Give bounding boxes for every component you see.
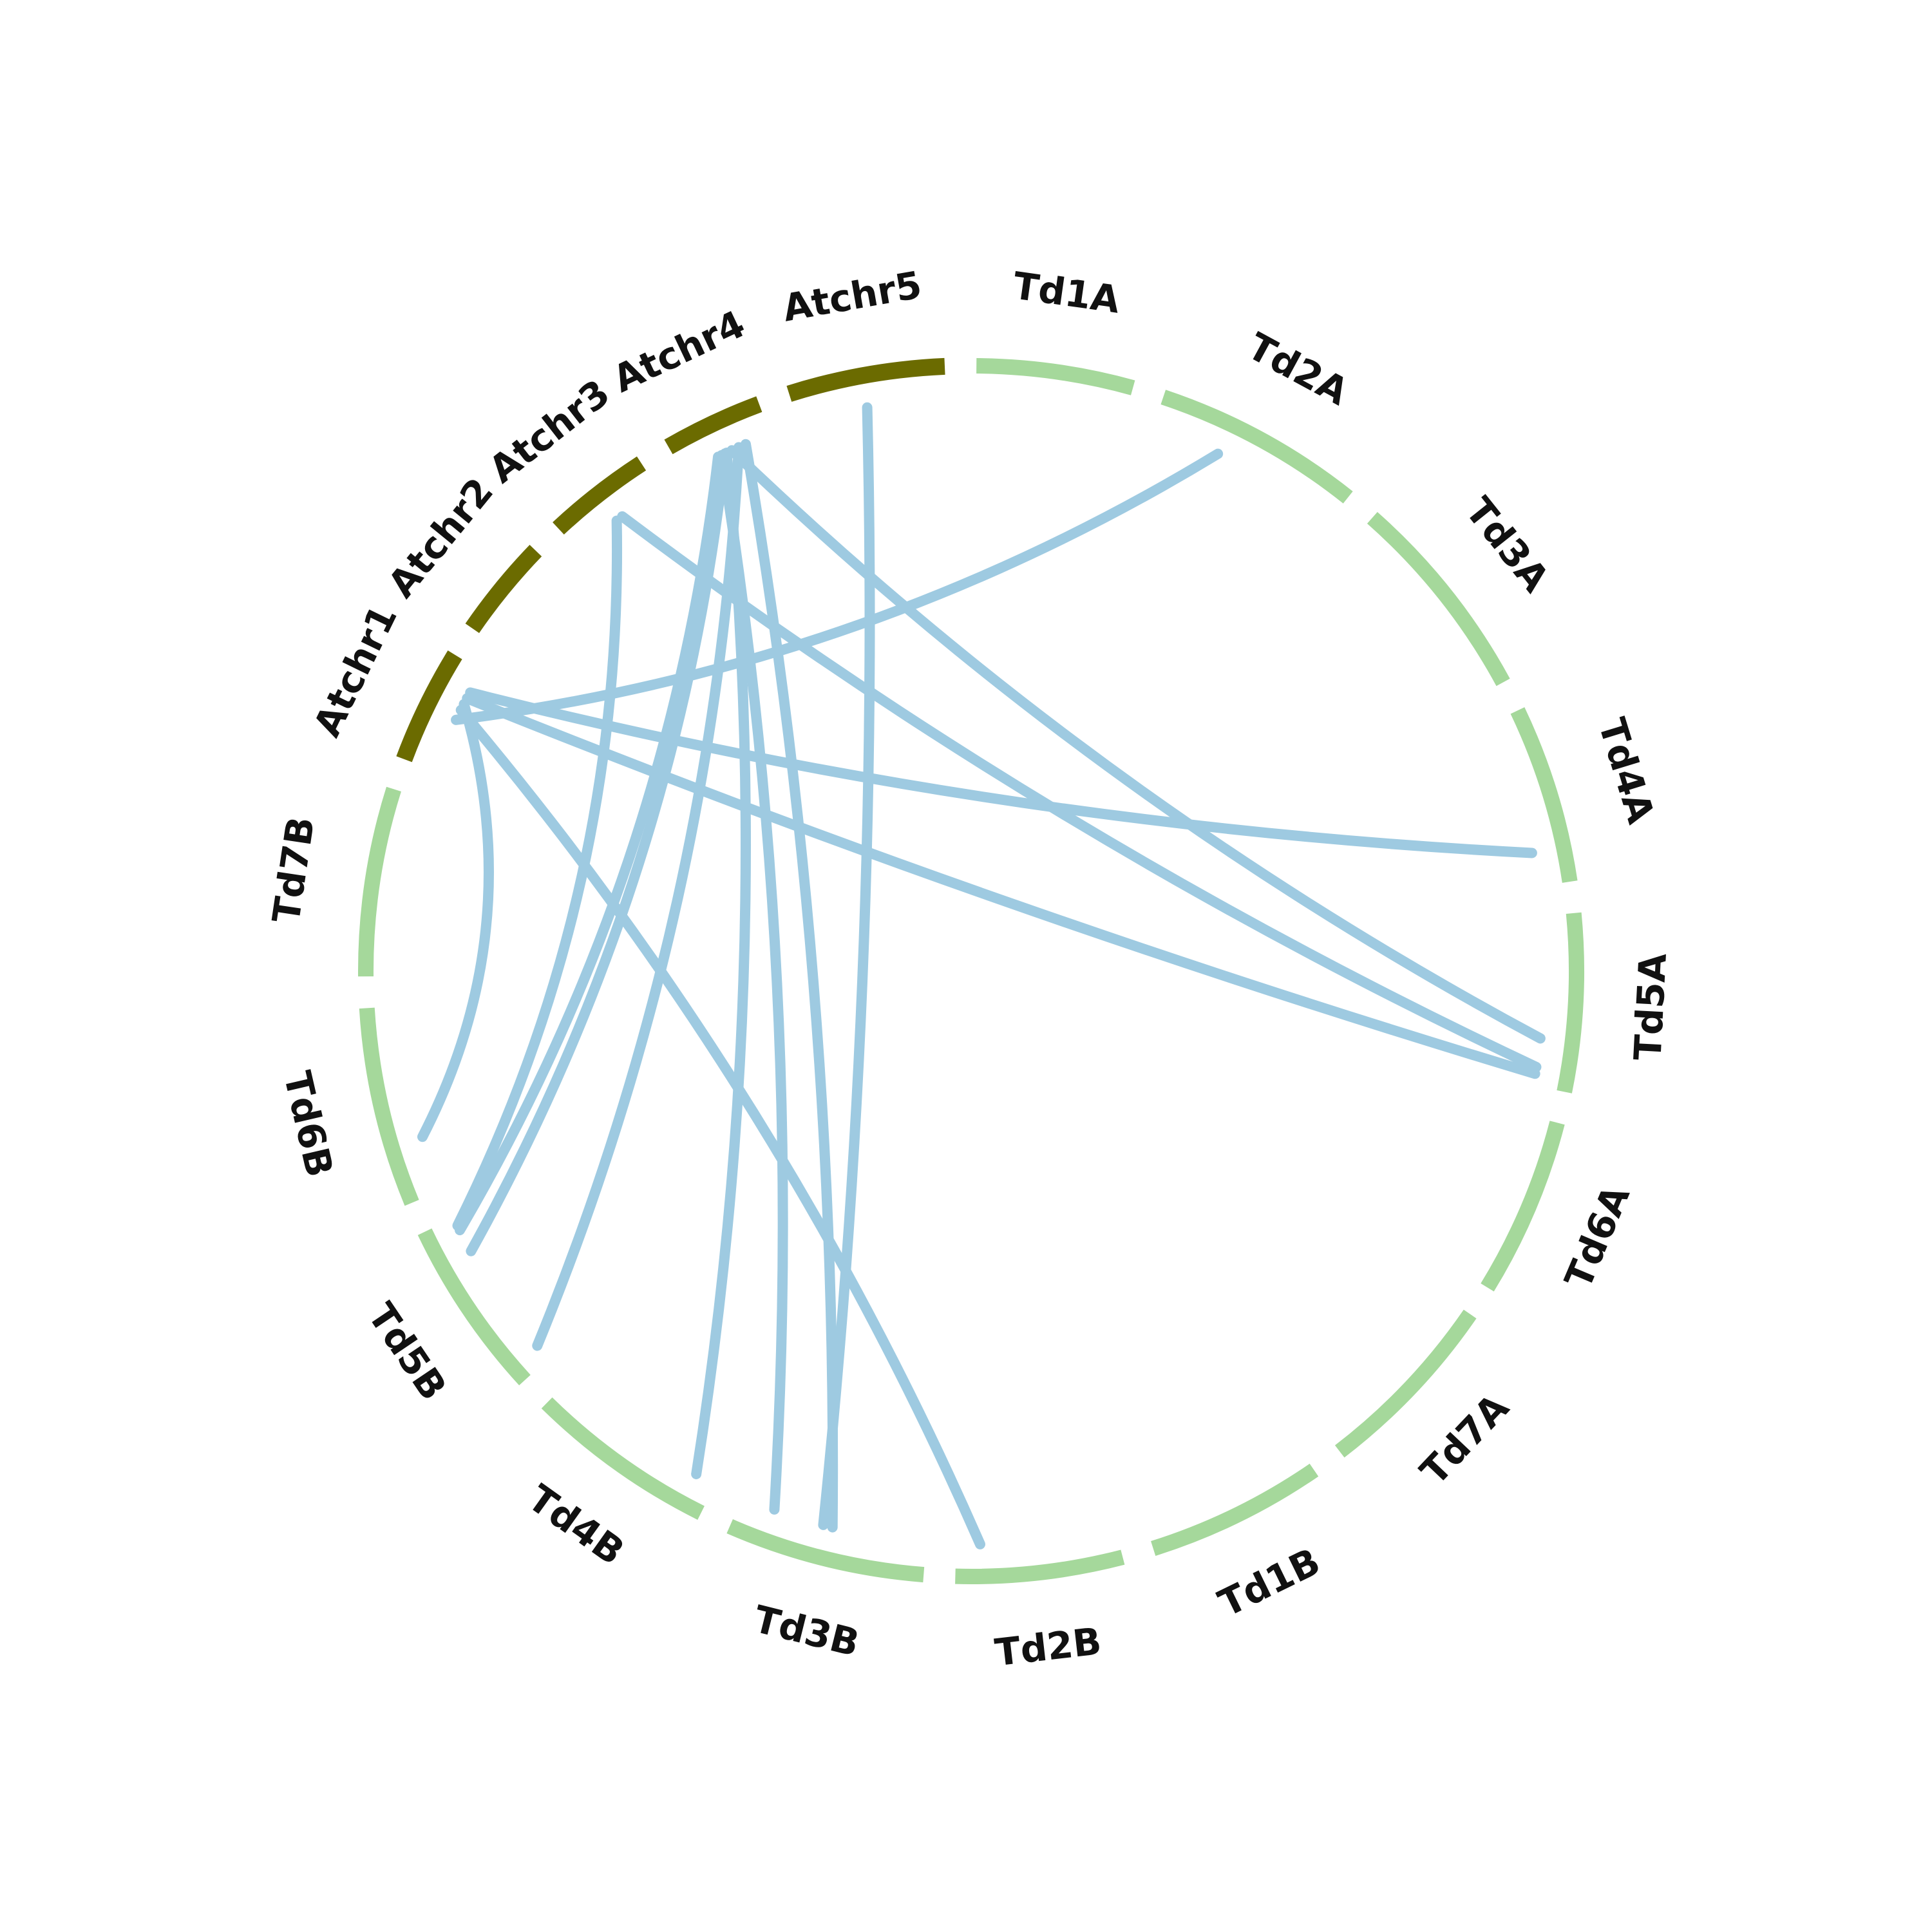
chromosome-arc-Td1B: [1151, 1463, 1319, 1556]
synteny-link: [451, 448, 1224, 725]
synteny-links: [417, 402, 1546, 1549]
chromosome-arc-Td3B: [726, 1519, 925, 1583]
chromosome-arc-Td5A: [1557, 912, 1584, 1094]
chromosome-arc-Atchr1: [396, 650, 462, 762]
chromosome-arc-Td7A: [1334, 1309, 1477, 1458]
synteny-link: [617, 511, 1542, 1072]
chromosome-arc-Td6A: [1481, 1121, 1565, 1292]
chromosome-arc-Td4B: [541, 1397, 705, 1520]
synteny-link: [466, 448, 730, 1256]
chromosome-arc-Td4A: [1510, 707, 1578, 883]
chromosome-arc-Td2A: [1160, 390, 1353, 504]
chromosome-label-Td7A: Td7A: [1412, 1385, 1517, 1493]
chromosome-ring: [358, 357, 1584, 1585]
chromosome-label-Atchr2: Atchr2: [379, 469, 502, 605]
chromosome-label-Atchr3: Atchr3: [480, 371, 618, 491]
chromosome-label-Td6B: Td6B: [275, 1067, 342, 1181]
chromosome-label-Td2A: Td2A: [1240, 324, 1356, 413]
chromosome-label-Atchr1: Atchr1: [305, 598, 406, 743]
chromosome-arc-Td6B: [359, 1007, 419, 1206]
chromosome-label-Atchr4: Atchr4: [606, 302, 751, 401]
synteny-link: [818, 402, 875, 1530]
chromosome-label-Td1A: Td1A: [1010, 263, 1122, 322]
synteny-link: [462, 693, 1540, 1079]
synteny-link: [455, 705, 985, 1549]
synteny-link: [452, 515, 623, 1231]
synteny-link: [691, 448, 751, 1479]
chromosome-label-Td7B: Td7B: [264, 814, 323, 926]
chromosome-arc-Atchr3: [553, 456, 647, 535]
chromosome-arc-Td1A: [976, 358, 1135, 395]
chromosome-label-Td1B: Td1B: [1212, 1539, 1327, 1625]
synteny-link: [740, 439, 838, 1533]
chromosome-arc-Td5B: [417, 1228, 531, 1386]
chromosome-label-Td6A: Td6A: [1556, 1179, 1638, 1295]
synteny-link: [417, 699, 494, 1142]
chromosome-arc-Atchr5: [786, 357, 945, 402]
chromosome-arc-Td7B: [358, 786, 401, 977]
chromosome-arc-Td2B: [955, 1549, 1125, 1585]
chromosome-label-Td4B: Td4B: [520, 1476, 632, 1574]
chromosome-label-Td3A: Td3A: [1457, 489, 1558, 600]
chromosome-label-Td2B: Td2B: [992, 1619, 1103, 1674]
chromosome-label-Td5B: Td5B: [359, 1295, 455, 1408]
synteny-link: [726, 445, 1546, 1044]
synteny-link: [455, 451, 724, 1236]
chromosome-label-Td3B: Td3B: [750, 1597, 864, 1665]
synteny-link: [532, 442, 744, 1351]
chromosome-label-Atchr5: Atchr5: [779, 263, 925, 330]
chromosome-arc-Atchr4: [664, 396, 762, 455]
synteny-link: [465, 687, 1537, 858]
chromosome-label-Td4A: Td4A: [1590, 713, 1663, 828]
chromosome-arc-Td3A: [1367, 511, 1510, 687]
chromosome-arc-Atchr2: [465, 544, 542, 633]
chromosome-label-Td5A: Td5A: [1625, 952, 1675, 1061]
